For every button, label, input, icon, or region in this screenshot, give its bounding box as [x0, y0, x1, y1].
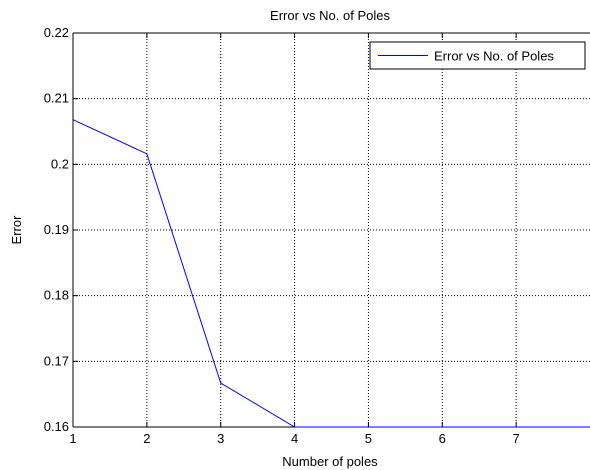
data-point	[367, 426, 370, 428]
data-point	[146, 153, 148, 155]
y-tick-label: 0.16	[44, 419, 69, 434]
x-tick-label: 1	[69, 431, 76, 446]
data-point	[515, 426, 517, 428]
data-point	[220, 382, 222, 384]
x-axis-label: Number of poles	[282, 454, 378, 469]
x-tick-label: 2	[143, 431, 150, 446]
x-tick-label: 4	[291, 431, 298, 446]
y-tick-label: 0.19	[44, 222, 69, 237]
x-tick-label: 7	[513, 431, 520, 446]
data-point	[293, 426, 296, 428]
y-tick-label: 0.21	[44, 91, 69, 106]
y-axis-label: Error	[9, 215, 24, 245]
y-tick-label: 0.22	[44, 25, 69, 40]
x-tick-label: 5	[365, 431, 372, 446]
series-line-0	[72, 119, 590, 428]
y-tick-label: 0.2	[51, 156, 69, 171]
x-tick-label: 6	[439, 431, 446, 446]
data-point	[72, 119, 74, 121]
y-tick-label: 0.17	[44, 353, 69, 368]
chart-title: Error vs No. of Poles	[270, 8, 390, 23]
y-tick-label: 0.18	[44, 288, 69, 303]
legend-label: Error vs No. of Poles	[434, 49, 554, 64]
data-point	[441, 426, 443, 428]
x-tick-label: 3	[217, 431, 224, 446]
